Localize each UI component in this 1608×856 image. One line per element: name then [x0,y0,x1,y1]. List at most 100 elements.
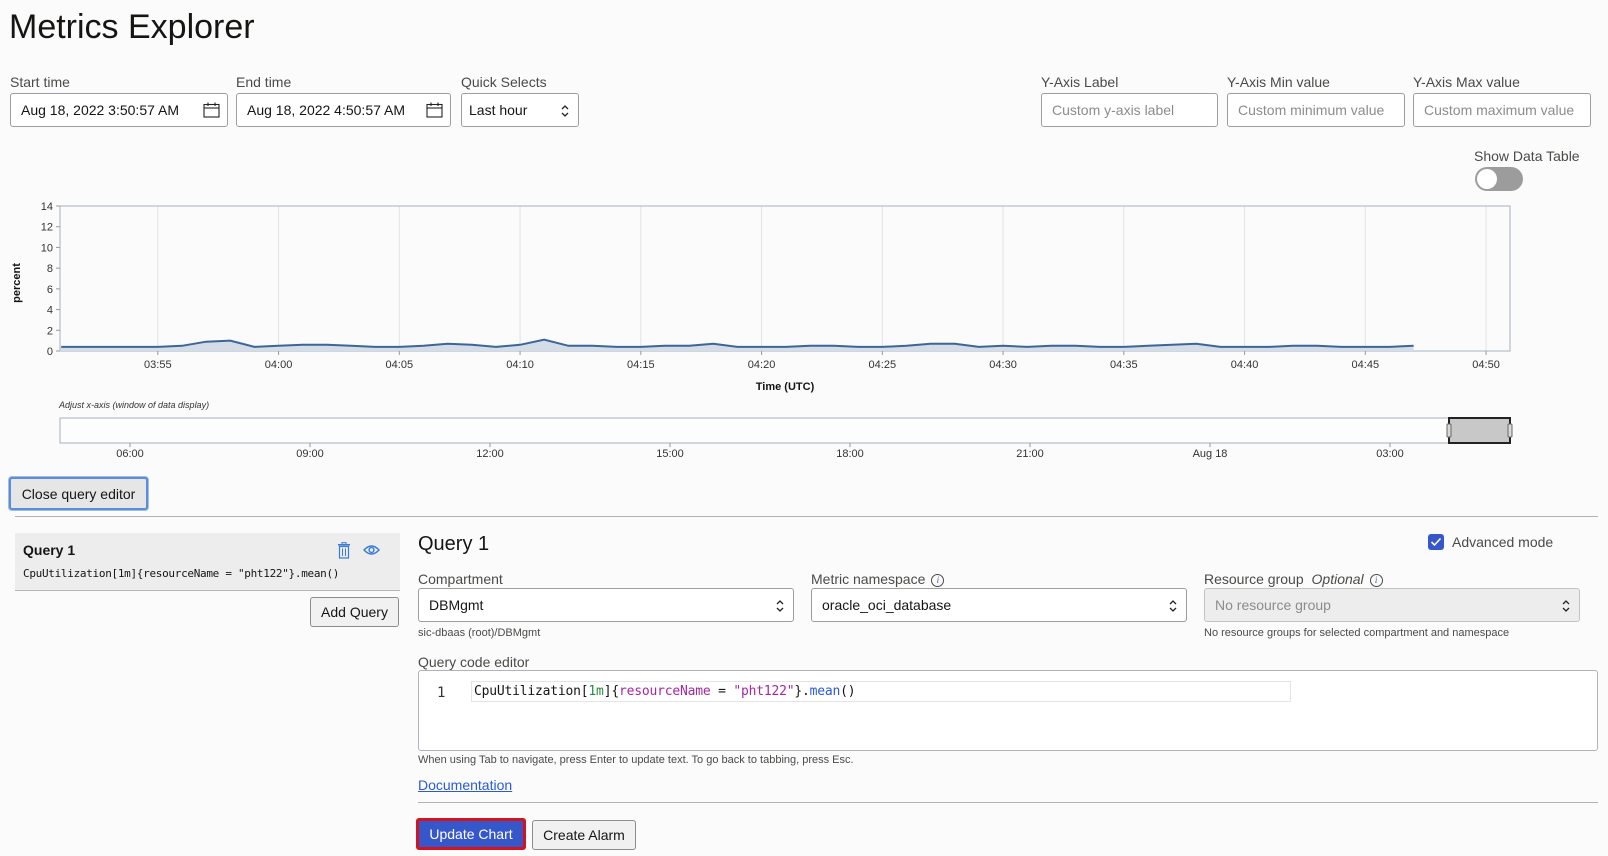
end-time-input[interactable]: Aug 18, 2022 4:50:57 AM [236,93,451,127]
divider [15,516,1598,517]
toggle-knob [1477,169,1497,189]
svg-text:Aug 18: Aug 18 [1193,448,1228,460]
quick-selects-dropdown[interactable]: Last hour [461,93,579,127]
range-selector-caption: Adjust x-axis (window of data display) [59,400,210,410]
calendar-icon[interactable] [426,102,443,118]
query-item-title: Query 1 [23,542,76,558]
compartment-hint: sic-dbaas (root)/DBMgmt [418,627,541,639]
x-axis-title: Time (UTC) [756,381,815,393]
svg-text:06:00: 06:00 [116,448,144,460]
y-axis-title: percent [11,263,23,303]
info-icon[interactable]: i [1369,574,1383,587]
range-window[interactable] [1448,417,1511,444]
close-query-editor-button[interactable]: Close query editor [9,477,148,510]
resource-group-value: No resource group [1215,597,1331,613]
y-axis-label-label: Y-Axis Label [1041,74,1119,90]
query-code-editor[interactable]: 1 CpuUtilization[1m]{resourceName = "pht… [418,670,1598,751]
compartment-dropdown[interactable]: DBMgmt [418,588,794,622]
svg-text:04:15: 04:15 [627,359,655,371]
end-time-value: Aug 18, 2022 4:50:57 AM [247,102,406,118]
show-data-table-toggle[interactable] [1475,167,1523,191]
documentation-link[interactable]: Documentation [418,777,513,793]
query-editor-title: Query 1 [418,533,490,555]
y-axis-label-input[interactable]: Custom y-axis label [1041,93,1218,127]
svg-text:14: 14 [41,201,53,213]
svg-text:04:00: 04:00 [265,359,293,371]
resource-group-hint: No resource groups for selected compartm… [1204,627,1510,639]
start-time-label: Start time [10,74,70,90]
chart-gridlines [157,206,1487,351]
y-axis-min-input[interactable]: Custom minimum value [1227,93,1405,127]
range-handle-left[interactable] [1446,423,1452,438]
y-axis-min-label: Y-Axis Min value [1227,74,1330,90]
y-axis-ticks: 0 2 4 6 8 10 12 14 [41,201,60,358]
range-selector[interactable]: 06:00 09:00 12:00 15:00 18:00 21:00 Aug 18 03:0… [0,412,1608,464]
svg-text:04:35: 04:35 [1110,359,1138,371]
range-ticks: 06:00 09:00 12:00 15:00 18:00 21:00 Aug 18 03:0… [116,443,1404,460]
page-title: Metrics Explorer [9,8,255,46]
svg-text:2: 2 [47,325,53,337]
token-interval: 1m [588,684,604,699]
x-axis-ticks: 03:55 04:00 04:05 04:10 04:15 04:20 04:25 04:30… [144,351,1500,371]
checkmark-icon [1430,537,1442,547]
svg-text:04:30: 04:30 [989,359,1017,371]
code-line[interactable]: CpuUtilization[1m]{resourceName = "pht12… [471,681,1291,702]
svg-text:04:50: 04:50 [1472,359,1500,371]
advanced-mode-label: Advanced mode [1452,534,1554,550]
chevron-up-down-icon [561,105,569,117]
resource-group-label-wrap: Resource group Optional i [1204,571,1383,587]
metric-namespace-dropdown[interactable]: oracle_oci_database [811,588,1187,622]
y-axis-label-placeholder: Custom y-axis label [1052,102,1175,118]
y-axis-max-input[interactable]: Custom maximum value [1413,93,1591,127]
start-time-value: Aug 18, 2022 3:50:57 AM [21,102,180,118]
series-line [61,338,1414,348]
resource-group-dropdown[interactable]: No resource group [1204,588,1580,622]
advanced-mode-checkbox[interactable] [1428,534,1444,550]
svg-text:04:10: 04:10 [506,359,534,371]
svg-text:03:00: 03:00 [1376,448,1404,460]
token-punct: () [840,684,856,699]
svg-text:0: 0 [47,346,53,358]
calendar-icon[interactable] [203,102,220,118]
metric-namespace-value: oracle_oci_database [822,597,952,613]
token-metric: CpuUtilization [474,684,581,699]
svg-text:4: 4 [47,305,53,317]
svg-text:04:40: 04:40 [1231,359,1259,371]
range-track [59,417,1511,444]
eye-icon[interactable] [363,544,380,556]
y-axis-min-placeholder: Custom minimum value [1238,102,1385,118]
query-item-code: CpuUtilization[1m]{resourceName = "pht12… [23,567,340,580]
token-punct: }. [794,684,810,699]
info-icon[interactable]: i [931,574,945,587]
token-punct: [ [580,684,589,699]
metric-namespace-label-wrap: Metric namespace i [811,571,945,587]
token-statistic: mean [809,684,841,699]
chevron-up-down-icon [1169,600,1177,612]
token-punct: ]{ [603,684,619,699]
resource-group-label: Resource group [1204,571,1304,587]
series-area [60,339,1414,351]
svg-text:21:00: 21:00 [1016,448,1044,460]
chevron-up-down-icon [776,600,784,612]
update-chart-button[interactable]: Update Chart [416,818,526,850]
start-time-input[interactable]: Aug 18, 2022 3:50:57 AM [10,93,228,127]
quick-selects-value: Last hour [469,102,528,118]
quick-selects-label: Quick Selects [461,74,547,90]
svg-text:8: 8 [47,263,53,275]
compartment-label: Compartment [418,571,503,587]
add-query-button[interactable]: Add Query [310,597,399,627]
chevron-up-down-icon [1562,600,1570,612]
trash-icon[interactable] [337,542,351,559]
token-string: "pht122" [733,684,795,699]
plot-frame [59,205,1511,352]
range-handle-right[interactable] [1507,423,1513,438]
token-dimension: resourceName [618,684,711,699]
svg-text:12: 12 [41,222,53,234]
query-list-item[interactable]: Query 1 CpuUtilization[1m]{resourceName … [15,533,400,591]
y-axis-max-label: Y-Axis Max value [1413,74,1520,90]
create-alarm-button[interactable]: Create Alarm [532,820,636,850]
svg-text:04:25: 04:25 [869,359,897,371]
svg-text:12:00: 12:00 [476,448,504,460]
svg-text:6: 6 [47,284,53,296]
metric-namespace-label: Metric namespace [811,571,926,587]
